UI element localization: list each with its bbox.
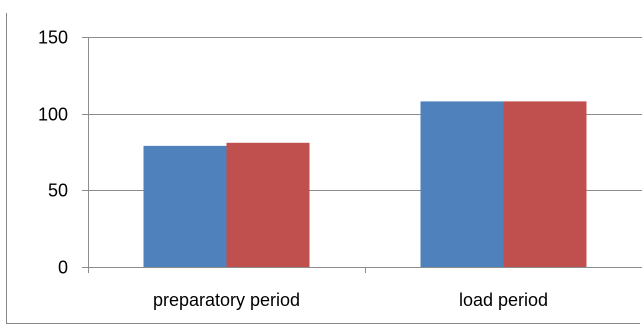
bar-series2-0 (226, 142, 310, 267)
x-category-labels: preparatory period load period (153, 290, 548, 310)
bar-series1-1 (420, 101, 504, 268)
y-tick-label-100: 100 (38, 105, 68, 125)
y-tick-label-50: 50 (48, 181, 68, 201)
y-tick-labels: 0 50 100 150 (38, 28, 68, 278)
bar-series2-1 (503, 101, 587, 268)
chart-frame (6, 13, 640, 324)
bar-series1-0 (143, 145, 227, 267)
x-category-label-0: preparatory period (153, 290, 300, 310)
axes (82, 37, 642, 273)
x-category-label-1: load period (459, 290, 548, 310)
y-tick-label-0: 0 (58, 258, 68, 278)
y-tick-label-150: 150 (38, 28, 68, 48)
bars (143, 101, 587, 268)
